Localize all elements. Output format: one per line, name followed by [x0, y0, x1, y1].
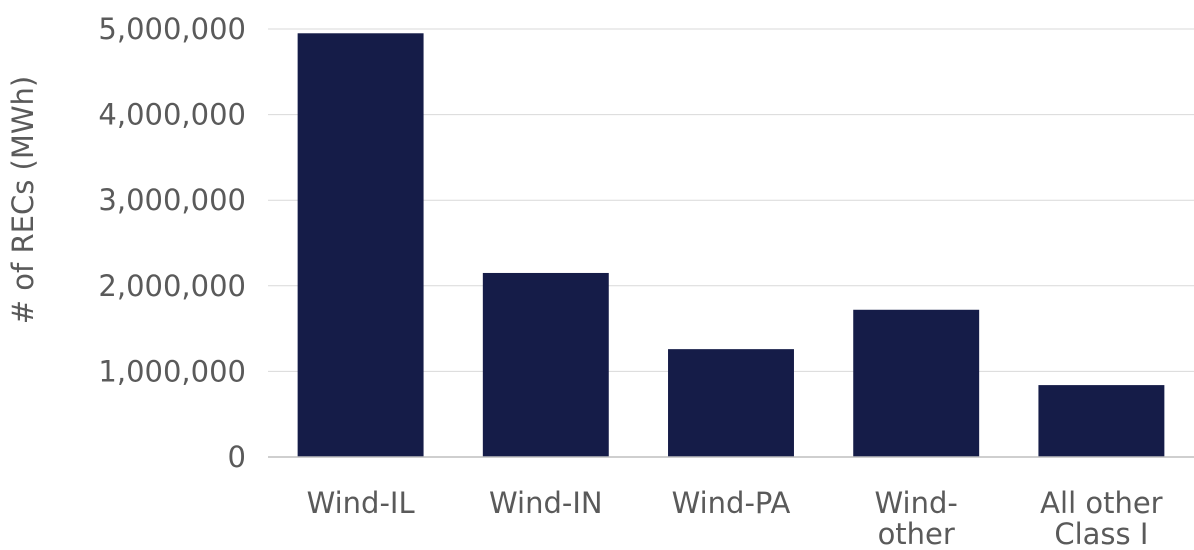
y-tick-labels: 0 1,000,000 2,000,000 3,000,000 4,000,000 5,0… — [98, 12, 246, 474]
x-tick-label: other — [878, 517, 955, 546]
y-tick-label: 4,000,000 — [98, 98, 246, 132]
bar — [482, 272, 609, 457]
x-tick-label: Class I — [1054, 517, 1148, 546]
bar — [853, 309, 980, 457]
x-tick-label: Wind-IN — [489, 486, 603, 520]
y-tick-label: 1,000,000 — [98, 354, 246, 388]
bar — [297, 33, 424, 457]
y-tick-label: 2,000,000 — [98, 269, 246, 303]
bar — [1038, 385, 1165, 457]
x-tick-label: All other — [1040, 486, 1163, 520]
x-tick-label: Wind-IL — [307, 486, 415, 520]
y-tick-label: 5,000,000 — [98, 12, 246, 46]
bar — [668, 349, 794, 457]
x-tick-labels: Wind-IL Wind-IN Wind-PA Wind-other All other… — [307, 486, 1163, 550]
x-tick-label: Wind- — [875, 486, 958, 520]
x-tick-label: Wind-PA — [672, 486, 791, 520]
y-axis-label: # of RECs (MWh) — [6, 76, 40, 324]
bars — [297, 33, 1165, 457]
y-tick-label: 3,000,000 — [98, 183, 246, 217]
y-tick-label: 0 — [228, 440, 246, 474]
